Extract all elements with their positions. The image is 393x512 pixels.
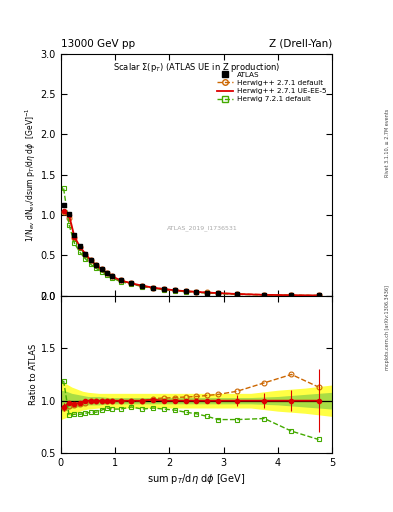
X-axis label: sum p$_T$/d$\eta$ d$\phi$ [GeV]: sum p$_T$/d$\eta$ d$\phi$ [GeV] <box>147 472 246 486</box>
Legend: ATLAS, Herwig++ 2.7.1 default, Herwig++ 2.7.1 UE-EE-5, Herwig 7.2.1 default: ATLAS, Herwig++ 2.7.1 default, Herwig++ … <box>215 70 329 104</box>
Text: Scalar $\Sigma$(p$_T$) (ATLAS UE in Z production): Scalar $\Sigma$(p$_T$) (ATLAS UE in Z pr… <box>113 61 280 74</box>
Text: 13000 GeV pp: 13000 GeV pp <box>61 38 135 49</box>
Y-axis label: 1/N$_{ev}$ dN$_{ev}$/dsum p$_T$/d$\eta$ d$\phi$  [GeV]$^{-1}$: 1/N$_{ev}$ dN$_{ev}$/dsum p$_T$/d$\eta$ … <box>23 108 38 242</box>
Text: Z (Drell-Yan): Z (Drell-Yan) <box>269 38 332 49</box>
Text: ATLAS_2019_I1736531: ATLAS_2019_I1736531 <box>167 225 237 231</box>
Y-axis label: Ratio to ATLAS: Ratio to ATLAS <box>29 344 38 405</box>
Text: mcplots.cern.ch [arXiv:1306.3436]: mcplots.cern.ch [arXiv:1306.3436] <box>385 285 389 370</box>
Text: Rivet 3.1.10, ≥ 2.7M events: Rivet 3.1.10, ≥ 2.7M events <box>385 109 389 178</box>
